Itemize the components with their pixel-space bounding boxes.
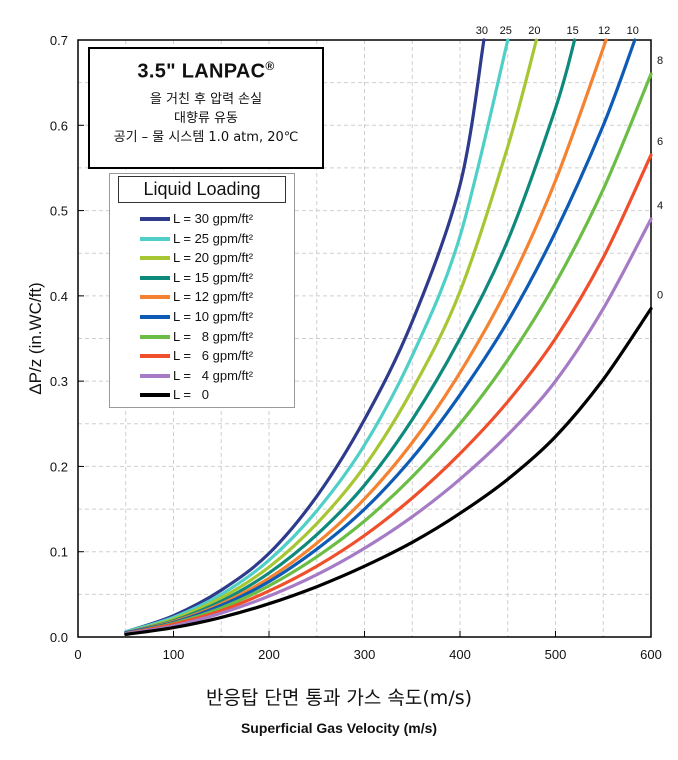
legend-swatch	[140, 354, 170, 359]
legend-label: L = 12 gpm/ft²	[173, 289, 254, 305]
x-tick-label: 0	[74, 647, 81, 662]
y-tick-label: 0.5	[50, 204, 68, 219]
legend-label: L = 0	[173, 387, 210, 403]
x-tick-label: 500	[545, 647, 567, 662]
series-line	[124, 307, 653, 636]
series-end-label: 8	[657, 55, 663, 67]
legend-label: L = 6 gpm/ft²	[173, 348, 254, 364]
legend-swatch	[140, 217, 170, 221]
y-tick-label: 0.7	[50, 33, 68, 48]
y-axis-label: ΔP/z (in.WC/ft)	[26, 282, 45, 394]
chart-subtitle-line-2: 대향류 유동	[174, 110, 238, 126]
x-axis-label-english: Superficial Gas Velocity (m/s)	[240, 720, 438, 736]
y-tick-label: 0.6	[50, 118, 68, 133]
legend-label: L = 30 gpm/ft²	[173, 211, 254, 226]
chart-title: 3.5" LANPAC®	[90, 59, 322, 84]
series-end-label: 20	[528, 25, 540, 37]
y-tick-label: 0.3	[50, 374, 68, 389]
legend-label: L = 10 gpm/ft²	[173, 309, 254, 324]
series-line	[124, 72, 653, 636]
chart-title-box: 3.5" LANPAC® 을 거친 후 압력 손실 대향류 유동 공기 – 물 …	[88, 47, 324, 169]
series-line	[124, 153, 653, 636]
x-tick-label: 300	[354, 647, 376, 662]
legend-swatch	[140, 334, 170, 339]
series-line	[124, 38, 538, 635]
series-line	[124, 38, 510, 634]
y-tick-label: 0.1	[50, 545, 68, 560]
series-end-label: 10	[627, 25, 639, 37]
legend-label: L = 15 gpm/ft²	[173, 269, 254, 285]
legend-swatch	[140, 315, 170, 319]
series-end-label: 6	[657, 136, 663, 148]
series-line	[124, 38, 486, 634]
y-tick-label: 0.4	[50, 289, 68, 304]
series-end-label: 0	[657, 290, 663, 302]
legend-swatch	[140, 275, 170, 280]
series-line	[124, 38, 577, 635]
legend-label: L = 25 gpm/ft²	[173, 230, 254, 246]
legend-swatch	[140, 236, 170, 241]
x-tick-label: 400	[449, 647, 471, 662]
series-end-label: 4	[657, 200, 663, 212]
registered-mark: ®	[265, 59, 275, 73]
y-tick-label: 0.0	[50, 630, 68, 645]
legend-swatch	[140, 295, 170, 300]
legend-label: L = 4 gpm/ft²	[173, 367, 254, 383]
series-end-label: 12	[598, 25, 610, 37]
legend-swatch	[140, 256, 170, 261]
x-tick-label: 100	[163, 647, 185, 662]
legend-label: L = 20 gpm/ft²	[173, 250, 254, 266]
y-tick-label: 0.2	[50, 459, 68, 474]
series-line	[124, 38, 637, 635]
x-tick-label: 200	[258, 647, 280, 662]
legend-label: L = 8 gpm/ft²	[173, 328, 254, 344]
legend-swatch	[140, 373, 170, 378]
chart-title-text: 3.5" LANPAC	[137, 60, 266, 83]
x-tick-label: 600	[640, 647, 662, 662]
legend: Liquid Loading L = 30 gpm/ft² L = 25 gpm/…	[109, 173, 295, 408]
series-end-label: 30	[476, 25, 488, 37]
chart-subtitle-line-1: 을 거친 후 압력 손실	[149, 91, 263, 107]
legend-swatch	[140, 393, 170, 398]
series-line	[124, 217, 653, 636]
legend-title: Liquid Loading	[118, 176, 286, 203]
series-end-label: 15	[566, 25, 578, 37]
x-axis-label-korean: 반응탑 단면 통과 가스 속도(m/s)	[205, 687, 473, 709]
chart-subtitle-line-3: 공기 – 물 시스템 1.0 atm, 20℃	[113, 129, 299, 145]
series-end-label: 25	[500, 25, 512, 37]
